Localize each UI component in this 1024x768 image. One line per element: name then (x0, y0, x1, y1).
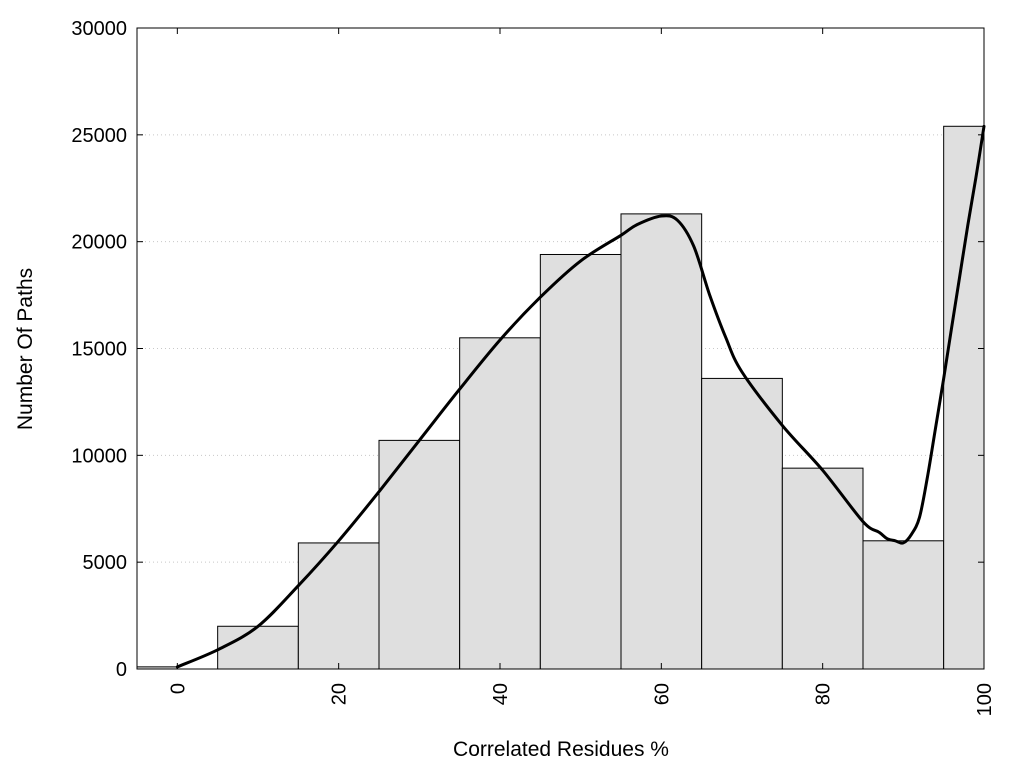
x-tick-label: 100 (974, 683, 996, 716)
y-tick-label: 30000 (71, 18, 127, 40)
x-axis-ticks: 0 20 40 60 80 100 (167, 28, 996, 716)
bars (136, 125, 985, 670)
x-tick-label: 60 (651, 683, 673, 705)
fit-curve (175, 124, 986, 669)
x-tick-label: 0 (167, 683, 189, 694)
y-axis-ticks: 0 5000 10000 15000 20000 25000 30000 (71, 18, 984, 681)
y-tick-label: 5000 (83, 552, 128, 574)
x-tick-label: 40 (490, 683, 512, 705)
y-tick-label: 20000 (71, 232, 127, 254)
y-tick-label: 0 (116, 659, 127, 681)
histogram-bar (701, 377, 783, 670)
x-axis-label: Correlated Residues % (453, 738, 669, 761)
histogram-bar (297, 542, 380, 670)
histogram-bar (781, 467, 864, 670)
histogram-bar (943, 125, 985, 670)
histogram-bar (862, 540, 945, 670)
x-tick-label: 80 (813, 683, 835, 705)
y-tick-label: 10000 (71, 445, 127, 467)
histogram-bar (539, 253, 622, 670)
x-tick-label: 20 (329, 683, 351, 705)
y-tick-label: 25000 (71, 125, 127, 147)
histogram-bar (620, 213, 703, 670)
histogram-bar (459, 337, 541, 670)
y-axis-label: Number Of Paths (14, 268, 37, 430)
histogram-bar (217, 625, 299, 670)
y-tick-label: 15000 (71, 339, 127, 361)
trend-curve (175, 124, 986, 669)
